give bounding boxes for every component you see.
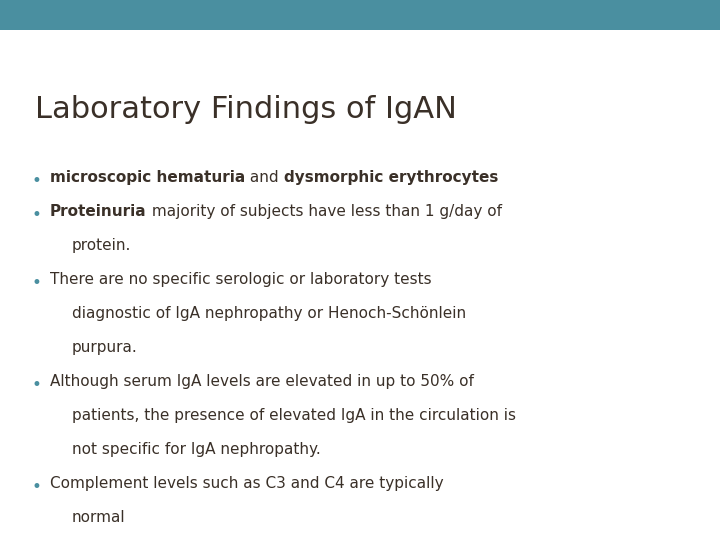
Text: diagnostic of IgA nephropathy or Henoch-Schönlein: diagnostic of IgA nephropathy or Henoch-… bbox=[72, 306, 466, 321]
Text: protein.: protein. bbox=[72, 238, 131, 253]
FancyBboxPatch shape bbox=[0, 0, 720, 30]
Text: dysmorphic erythrocytes: dysmorphic erythrocytes bbox=[284, 170, 498, 185]
Text: purpura.: purpura. bbox=[72, 340, 138, 355]
Text: and: and bbox=[246, 170, 284, 185]
Text: microscopic hematuria: microscopic hematuria bbox=[50, 170, 246, 185]
Text: There are no specific serologic or laboratory tests: There are no specific serologic or labor… bbox=[50, 272, 431, 287]
Text: Complement levels such as C3 and C4 are typically: Complement levels such as C3 and C4 are … bbox=[50, 476, 444, 491]
Text: •: • bbox=[32, 478, 42, 496]
Text: not specific for IgA nephropathy.: not specific for IgA nephropathy. bbox=[72, 442, 320, 457]
Text: Although serum IgA levels are elevated in up to 50% of: Although serum IgA levels are elevated i… bbox=[50, 374, 474, 389]
Text: •: • bbox=[32, 172, 42, 190]
Text: •: • bbox=[32, 376, 42, 394]
Text: patients, the presence of elevated IgA in the circulation is: patients, the presence of elevated IgA i… bbox=[72, 408, 516, 423]
Text: Proteinuria: Proteinuria bbox=[50, 204, 147, 219]
Text: Laboratory Findings of IgAN: Laboratory Findings of IgAN bbox=[35, 95, 457, 124]
Text: majority of subjects have less than 1 g/day of: majority of subjects have less than 1 g/… bbox=[147, 204, 502, 219]
Text: normal: normal bbox=[72, 510, 125, 525]
Text: •: • bbox=[32, 206, 42, 224]
Text: •: • bbox=[32, 274, 42, 292]
